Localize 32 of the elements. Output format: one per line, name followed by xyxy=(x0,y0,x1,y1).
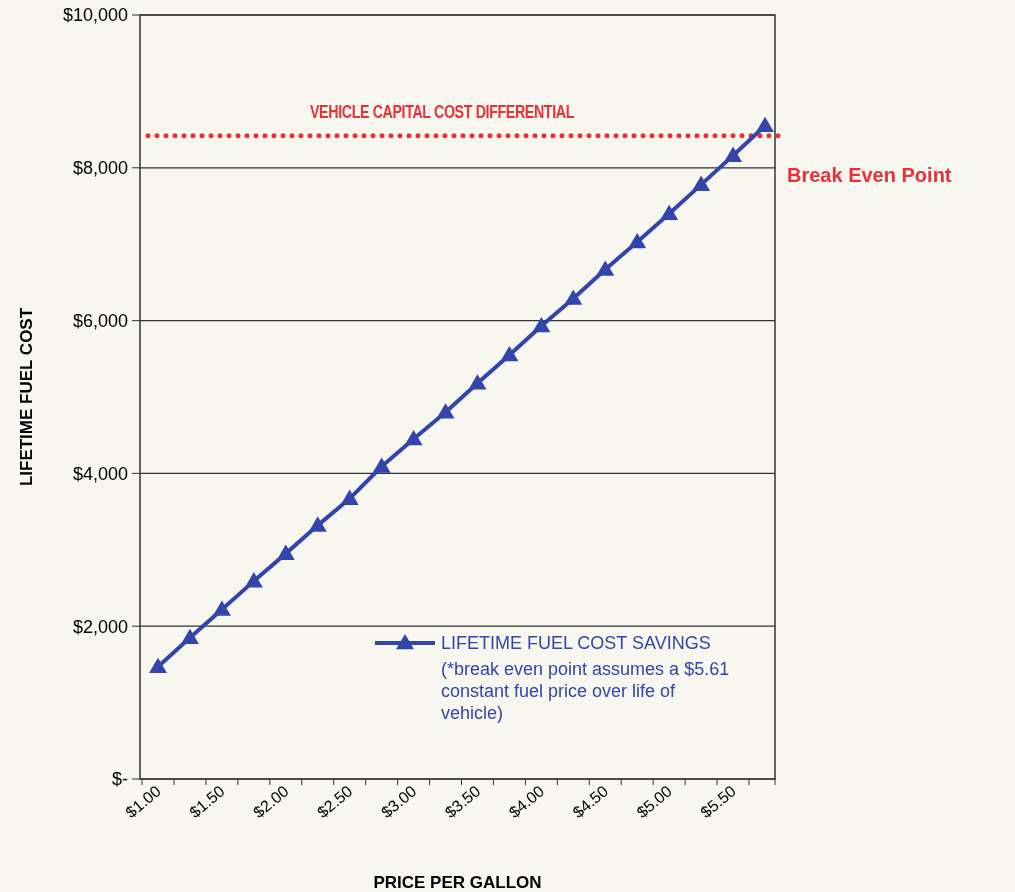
x-axis-title: PRICE PER GALLON xyxy=(373,873,542,892)
annotation: (*break even point assumes a $5.61 constant fuel price over life of vehicle) xyxy=(441,659,730,723)
point xyxy=(468,374,487,390)
point xyxy=(596,260,615,276)
point xyxy=(404,430,423,446)
point xyxy=(628,232,647,249)
point xyxy=(692,175,711,191)
point xyxy=(308,516,327,532)
point xyxy=(500,345,519,362)
legend-label: LIFETIME FUEL COST SAVINGS xyxy=(441,633,711,654)
y-tick-label: $- xyxy=(111,769,128,790)
y-tick-label: $10,000 xyxy=(62,5,128,26)
text: Break Even Point xyxy=(787,163,952,186)
point xyxy=(244,572,263,588)
y-tick-label: $4,000 xyxy=(72,463,128,484)
y-tick-label: $2,000 xyxy=(72,616,128,637)
point xyxy=(276,544,295,560)
point xyxy=(212,600,231,616)
point xyxy=(724,146,743,162)
point xyxy=(532,316,551,333)
point xyxy=(340,489,359,505)
point xyxy=(149,657,167,673)
point xyxy=(564,289,583,305)
point xyxy=(756,116,774,133)
y-tick-label: $6,000 xyxy=(72,310,128,331)
ref-line-label: VEHICLE CAPITAL COST DIFFERENTIAL xyxy=(310,100,575,123)
y-axis-title: LIFETIME FUEL COST xyxy=(17,307,36,487)
point xyxy=(436,403,455,419)
point xyxy=(372,457,391,473)
point xyxy=(660,204,679,220)
y-tick-label: $8,000 xyxy=(72,158,128,179)
point xyxy=(180,628,199,644)
